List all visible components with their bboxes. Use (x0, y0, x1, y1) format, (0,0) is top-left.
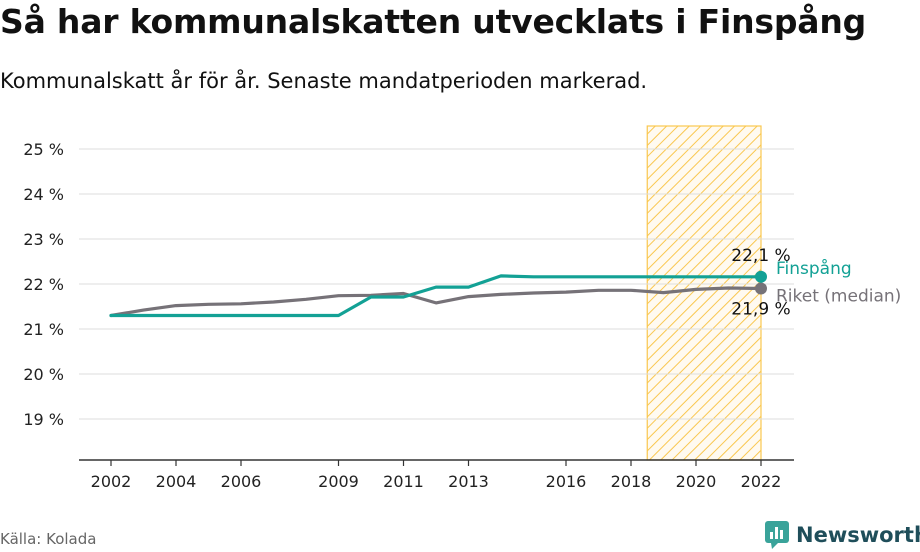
y-tick-label: 25 % (23, 140, 64, 159)
value-label-riket: 21,9 % (731, 300, 790, 320)
source-note: Källa: Kolada (0, 530, 97, 548)
newsworthy-brand: Newsworthy (764, 520, 920, 550)
y-tick-label: 20 % (23, 365, 64, 384)
x-tick-label: 2004 (156, 472, 197, 491)
newsworthy-logo-icon (765, 521, 789, 549)
x-tick-label: 2006 (221, 472, 262, 491)
y-tick-label: 21 % (23, 320, 64, 339)
brand-name: Newsworthy (796, 523, 920, 547)
series-name-riket: Riket (median) (776, 287, 901, 307)
chart-subtitle: Kommunalskatt år för år. Senaste mandatp… (0, 69, 648, 93)
series-line-finspang (109, 274, 763, 318)
y-tick-label: 23 % (23, 230, 64, 249)
series-end-marker-finspang (755, 270, 767, 283)
x-tick-label: 2020 (676, 472, 717, 491)
x-tick-label: 2002 (91, 472, 132, 491)
y-tick-label: 24 % (23, 185, 64, 204)
x-tick-label: 2013 (448, 472, 489, 491)
x-tick-label: 2016 (546, 472, 587, 491)
y-tick-label: 22 % (23, 275, 64, 294)
x-tick-label: 2022 (741, 472, 782, 491)
x-tick-label: 2011 (383, 472, 424, 491)
series-end-marker-riket (755, 282, 767, 295)
series-name-finspang: Finspång (776, 258, 852, 279)
series-line-riket (109, 286, 763, 318)
x-tick-label: 2018 (611, 472, 652, 491)
y-tick-label: 19 % (23, 410, 64, 429)
x-tick-label: 2009 (318, 472, 359, 491)
value-label-finspang: 22,1 % (731, 246, 790, 266)
chart-title: Så har kommunalskatten utvecklats i Fins… (0, 2, 867, 41)
